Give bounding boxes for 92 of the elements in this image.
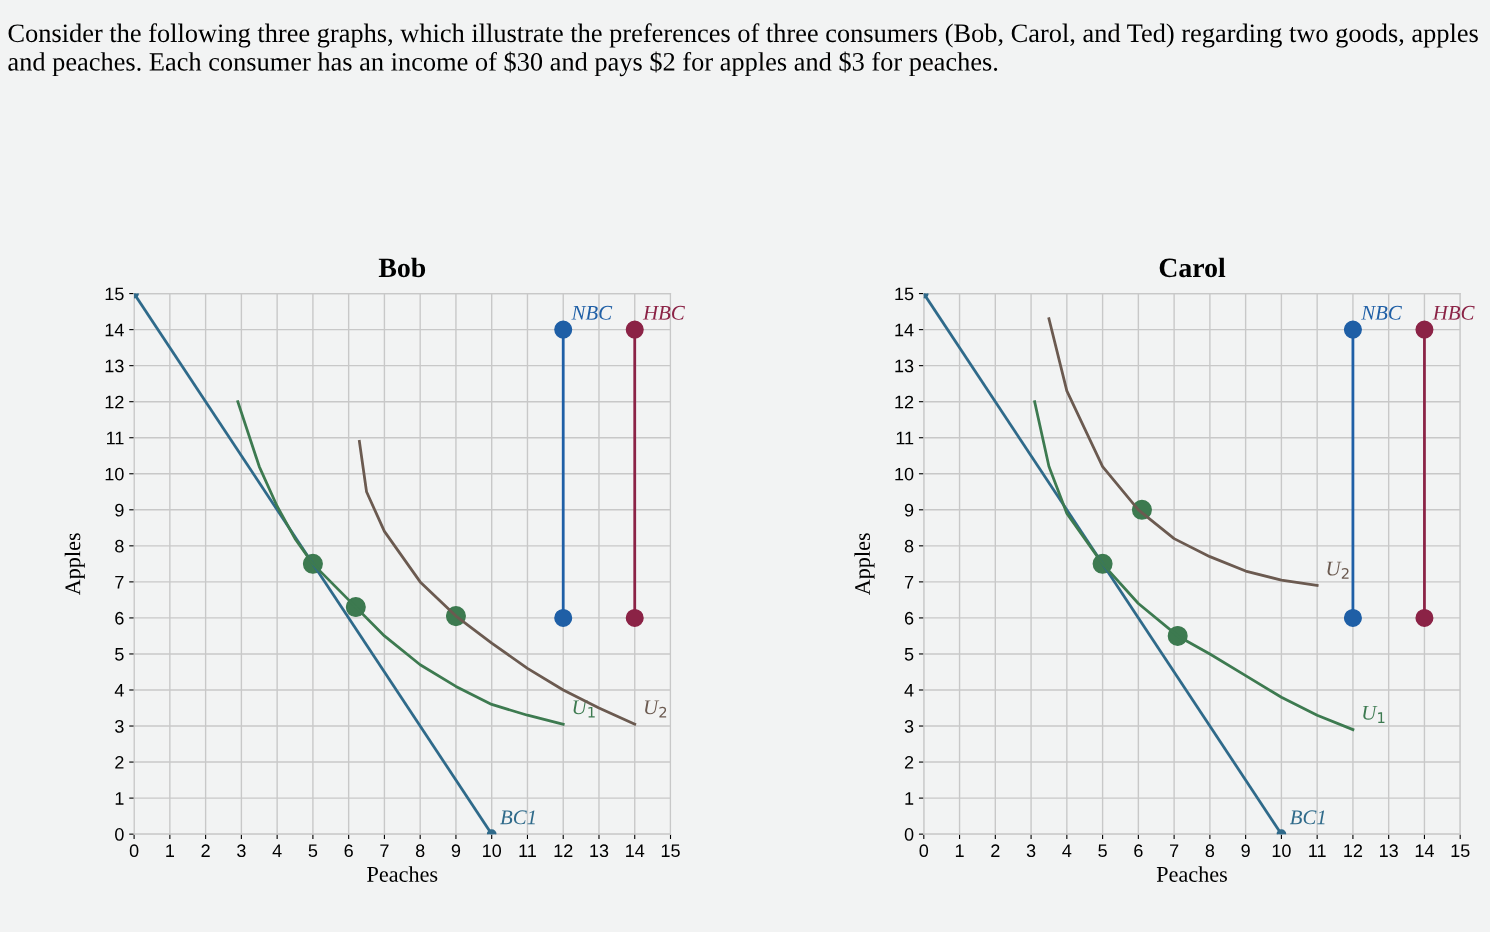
series-label: U$_{1}$ — [1363, 705, 1385, 723]
x-tick-label: 6 — [344, 844, 353, 858]
y-axis-title: Apples — [64, 533, 85, 596]
x-axis-title: Peaches — [367, 866, 438, 882]
x-tick-label: 0 — [129, 844, 139, 858]
x-tick-label: 11 — [519, 844, 536, 857]
y-tick-label: 12 — [105, 395, 124, 409]
y-tick-label: 7 — [115, 576, 124, 589]
x-tick-label: 5 — [308, 844, 318, 858]
y-tick-label: 13 — [105, 359, 124, 373]
x-tick-label: 0 — [919, 844, 929, 858]
y-tick-label: 10 — [105, 467, 124, 481]
x-tick-label: 3 — [1026, 844, 1036, 858]
x-tick-label: 14 — [1415, 844, 1434, 857]
x-tick-label: 12 — [554, 844, 573, 857]
x-axis-title: Peaches — [1156, 866, 1227, 882]
y-tick-label: 13 — [895, 359, 914, 373]
y-axis-title: Apples — [854, 533, 875, 596]
y-tick-label: 6 — [904, 611, 914, 625]
x-tick-label: 4 — [272, 844, 282, 857]
y-tick-label: 12 — [895, 395, 914, 409]
x-tick-label: 14 — [626, 844, 645, 857]
y-tick-label: 10 — [895, 467, 914, 481]
series-label: U$_{2}$ — [644, 700, 667, 718]
x-tick-label: 2 — [991, 844, 1000, 857]
y-tick-label: 14 — [105, 323, 124, 337]
point — [554, 320, 573, 339]
x-tick-label: 8 — [415, 844, 425, 858]
y-tick-label: 0 — [115, 828, 124, 841]
y-tick-label: 7 — [904, 576, 914, 589]
x-tick-label: 9 — [451, 844, 461, 858]
y-tick-label: 4 — [904, 684, 914, 697]
y-tick-label: 3 — [904, 719, 914, 733]
x-tick-label: 2 — [201, 844, 210, 857]
y-tick-label: 9 — [115, 503, 124, 517]
series-label: NBC — [571, 305, 613, 320]
y-tick-label: 8 — [904, 539, 914, 553]
x-tick-label: 11 — [1309, 844, 1326, 857]
x-tick-label: 15 — [661, 844, 680, 858]
x-tick-label: 13 — [590, 844, 609, 858]
y-tick-label: 0 — [904, 828, 914, 841]
y-tick-label: 3 — [115, 719, 124, 733]
x-tick-label: 3 — [237, 844, 246, 858]
x-tick-label: 6 — [1134, 844, 1143, 858]
y-tick-label: 14 — [895, 323, 914, 337]
x-tick-label: 4 — [1062, 844, 1072, 857]
series-label: BC1 — [1289, 810, 1325, 825]
line-series — [236, 400, 565, 726]
y-tick-label: 15 — [895, 287, 914, 301]
series-label: HBC — [642, 305, 685, 320]
y-tick-label: 1 — [905, 792, 914, 805]
x-tick-label: 7 — [1170, 844, 1179, 857]
y-tick-label: 5 — [904, 648, 914, 661]
x-tick-label: 1 — [955, 844, 964, 857]
point — [625, 608, 644, 627]
y-tick-label: 9 — [904, 503, 914, 517]
chart-title: Bob — [378, 257, 426, 278]
x-tick-label: 12 — [1344, 844, 1363, 857]
y-tick-label: 6 — [115, 611, 124, 625]
text: Consider the following three graphs, which illustrate the preferences of three consumers (Bob, Carol, and Ted) regarding two goods, apples and peaches. Each consumer has an income of $30 and pays $2 for apples and $3 for peaches. — [8, 23, 1478, 77]
chart-title: Carol — [1159, 257, 1226, 278]
line-series — [358, 439, 637, 726]
x-tick-label: 13 — [1380, 844, 1398, 858]
point — [1415, 608, 1434, 627]
series-label: U$_{2}$ — [1327, 561, 1349, 579]
y-tick-label: 2 — [115, 756, 124, 769]
x-tick-label: 15 — [1451, 844, 1470, 858]
x-tick-label: 5 — [1098, 844, 1107, 858]
series-label: NBC — [1361, 305, 1402, 320]
x-tick-label: 9 — [1241, 844, 1250, 858]
x-tick-label: 10 — [483, 844, 502, 858]
x-tick-label: 1 — [166, 844, 174, 857]
point — [554, 608, 573, 627]
series-label: HBC — [1432, 305, 1475, 320]
y-tick-label: 11 — [107, 431, 124, 445]
y-tick-label: 1 — [115, 792, 124, 805]
y-tick-label: 5 — [115, 648, 124, 661]
x-tick-label: 7 — [380, 844, 389, 857]
x-tick-label: 10 — [1272, 844, 1291, 858]
point — [1343, 320, 1362, 339]
point — [625, 320, 644, 339]
y-tick-label: 11 — [896, 431, 914, 445]
point — [1415, 320, 1434, 339]
y-tick-label: 2 — [904, 756, 914, 769]
line-series — [1033, 400, 1355, 732]
y-tick-label: 4 — [114, 684, 124, 697]
y-tick-label: 8 — [115, 539, 124, 553]
series-label: BC1 — [500, 810, 535, 825]
x-tick-label: 8 — [1205, 844, 1215, 858]
line-series — [1047, 317, 1319, 587]
y-tick-label: 15 — [105, 287, 124, 301]
point — [1343, 608, 1362, 627]
